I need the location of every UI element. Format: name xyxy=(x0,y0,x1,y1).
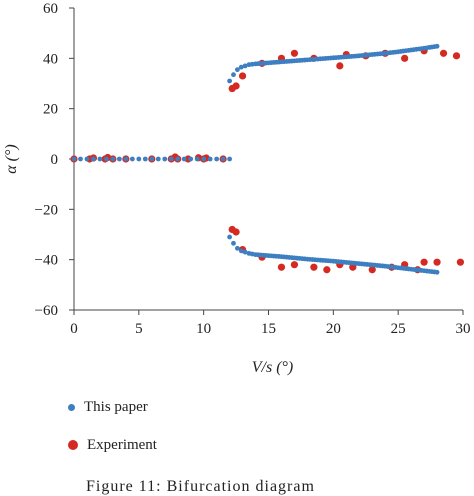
this-paper-point xyxy=(71,156,77,162)
x-tick-label: 10 xyxy=(196,321,211,337)
this-paper-point xyxy=(181,156,187,162)
experiment-point xyxy=(336,62,344,70)
scatter-chart: −60 −40 −20 0 20 40 60 0 5 10 15 20 25 30 α (°) V/s (… xyxy=(3,1,471,376)
legend-marker-experiment xyxy=(68,440,78,450)
figure-caption: Figure 11: Bifurcation diagram xyxy=(86,478,315,495)
this-paper-point xyxy=(78,156,83,162)
this-paper-point xyxy=(238,248,244,254)
this-paper-point xyxy=(238,64,244,70)
this-paper-point xyxy=(136,156,142,162)
this-paper-point xyxy=(231,72,236,78)
experiment-point xyxy=(232,82,240,90)
experiment-point xyxy=(290,49,299,57)
this-paper-point xyxy=(234,67,240,73)
experiment-point xyxy=(310,263,318,271)
experiment-point xyxy=(323,266,331,274)
legend-marker-this-paper xyxy=(68,403,75,411)
x-tick-label: 15 xyxy=(261,321,276,337)
legend-label-experiment: Experiment xyxy=(87,436,157,453)
this-paper-point xyxy=(220,156,226,162)
this-paper-point xyxy=(155,156,161,162)
this-paper-point xyxy=(242,63,248,69)
experiment-point xyxy=(439,49,448,57)
y-tick-label: 0 xyxy=(51,152,59,168)
this-paper-point xyxy=(97,156,103,162)
x-axis-title: V/s (°) xyxy=(252,359,294,376)
this-paper-point xyxy=(242,249,248,255)
this-paper-point xyxy=(110,156,116,162)
this-paper-point xyxy=(116,156,122,162)
y-tick-label: −40 xyxy=(35,253,58,269)
this-paper-point xyxy=(231,240,236,246)
legend-label-this-paper: This paper xyxy=(84,398,148,415)
this-paper-point xyxy=(434,269,440,275)
this-paper-point xyxy=(227,156,233,162)
legend-item-experiment: Experiment xyxy=(68,434,157,456)
experiment-point xyxy=(452,52,461,60)
this-paper-point xyxy=(142,156,148,162)
y-tick-label: 40 xyxy=(43,51,58,67)
this-paper-point xyxy=(175,156,181,162)
experiment-point xyxy=(401,54,409,62)
this-paper-point xyxy=(123,156,129,162)
experiment-point xyxy=(232,228,240,236)
chart-legend: This paper Experiment xyxy=(68,396,157,472)
this-paper-point xyxy=(104,156,109,162)
chart-marks xyxy=(70,43,465,275)
chart-axes: −60 −40 −20 0 20 40 60 0 5 10 15 20 25 30 xyxy=(35,1,471,337)
experiment-point xyxy=(290,261,299,269)
this-paper-point xyxy=(188,156,194,162)
experiment-point xyxy=(238,72,247,80)
y-axis-title: α (°) xyxy=(3,144,20,173)
experiment-point xyxy=(368,266,376,274)
this-paper-point xyxy=(214,156,220,162)
x-tick-label: 30 xyxy=(456,321,471,337)
legend-item-this-paper: This paper xyxy=(68,396,157,418)
this-paper-point xyxy=(434,43,440,49)
this-paper-point xyxy=(168,156,174,162)
this-paper-point xyxy=(162,156,168,162)
this-paper-point xyxy=(84,156,90,162)
this-paper-point xyxy=(194,156,200,162)
y-tick-label: 20 xyxy=(43,102,58,118)
y-tick-label: −60 xyxy=(35,303,58,319)
this-paper-point xyxy=(129,156,135,162)
x-tick-label: 5 xyxy=(135,321,143,337)
experiment-point xyxy=(277,263,286,271)
experiment-point xyxy=(456,258,465,266)
this-paper-point xyxy=(149,156,155,162)
experiment-point xyxy=(420,258,428,266)
this-paper-point xyxy=(201,156,207,162)
experiment-point xyxy=(433,258,441,266)
x-tick-label: 25 xyxy=(391,321,406,337)
this-paper-point xyxy=(227,234,233,240)
y-tick-label: 60 xyxy=(43,1,58,17)
this-paper-point xyxy=(234,245,240,251)
this-paper-point xyxy=(207,156,213,162)
x-tick-label: 20 xyxy=(326,321,341,337)
this-paper-point xyxy=(227,78,233,84)
this-paper-point xyxy=(91,156,96,162)
x-tick-label: 0 xyxy=(70,321,78,337)
y-tick-label: −20 xyxy=(35,202,58,218)
